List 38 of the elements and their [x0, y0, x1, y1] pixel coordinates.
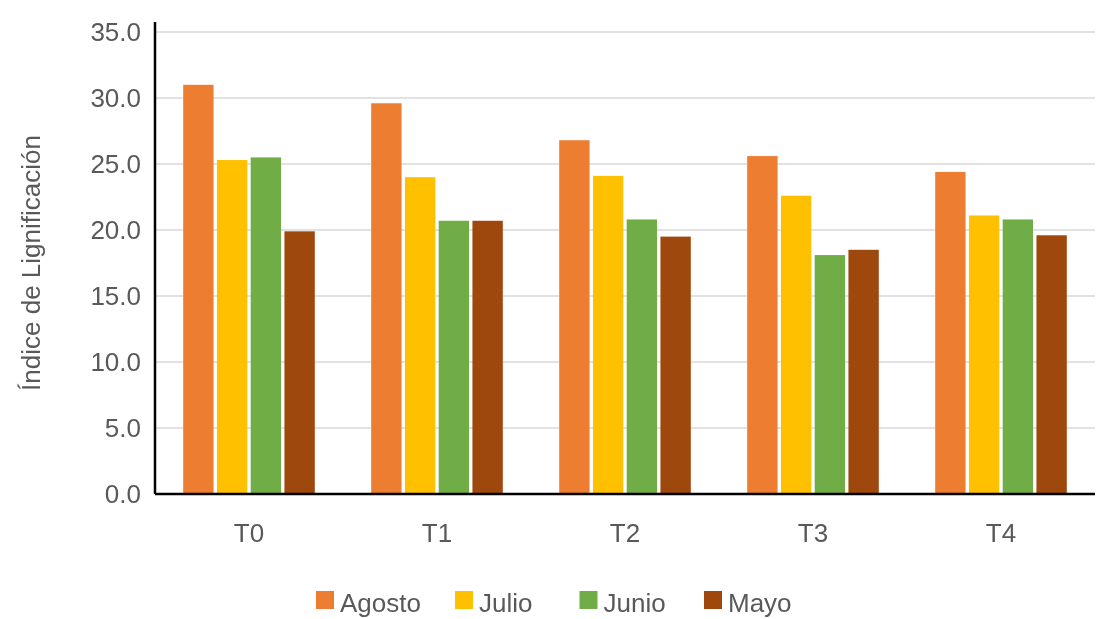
- y-axis-title: Índice de Lignificación: [16, 135, 46, 391]
- legend-label: Junio: [603, 588, 666, 619]
- bar: [404, 177, 436, 494]
- bar: [626, 219, 658, 494]
- bar: [814, 255, 846, 494]
- bar: [968, 215, 1000, 494]
- y-tick-label: 5.0: [104, 413, 141, 444]
- bar: [438, 220, 470, 494]
- legend-label: Julio: [479, 588, 533, 619]
- bar: [780, 195, 812, 494]
- y-tick-label: 25.0: [90, 149, 141, 180]
- bar: [183, 84, 214, 494]
- bar: [472, 220, 503, 494]
- bar: [250, 157, 282, 494]
- bar: [935, 171, 966, 494]
- y-tick-label: 35.0: [90, 17, 141, 48]
- x-tick-label: T1: [421, 518, 453, 548]
- bar: [592, 175, 624, 494]
- bar: [216, 160, 248, 494]
- y-tick-label: 10.0: [90, 347, 141, 378]
- legend-label: Agosto: [340, 588, 421, 619]
- bar: [371, 103, 402, 494]
- bar: [1002, 219, 1034, 494]
- y-tick-label: 15.0: [90, 281, 141, 312]
- x-tick-label: T4: [985, 518, 1017, 548]
- legend-label: Mayo: [728, 588, 792, 619]
- bar: [284, 231, 315, 494]
- x-tick-label: T3: [797, 518, 829, 548]
- x-tick-label: T2: [609, 518, 641, 548]
- bar: [660, 236, 691, 494]
- y-tick-label: 30.0: [90, 83, 141, 114]
- y-tick-label: 0.0: [104, 479, 141, 510]
- x-tick-label: T0: [233, 518, 265, 548]
- bar: [1036, 235, 1067, 494]
- bar: [747, 156, 778, 494]
- y-tick-label: 20.0: [90, 215, 141, 246]
- bar: [848, 249, 879, 494]
- bar: [559, 140, 590, 494]
